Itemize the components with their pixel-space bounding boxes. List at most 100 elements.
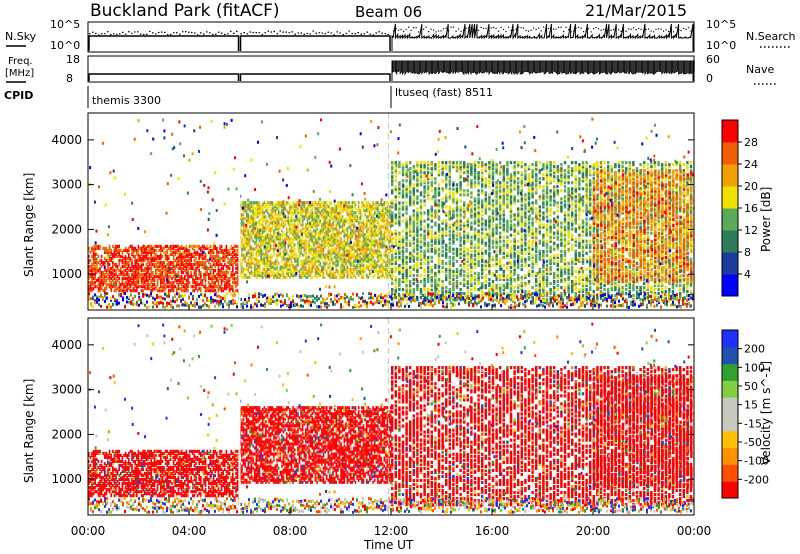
power-cell xyxy=(96,279,98,283)
power-cell xyxy=(481,247,484,251)
power-cell xyxy=(137,277,140,281)
power-cell xyxy=(250,261,253,265)
power-cell xyxy=(180,270,183,275)
power-cell xyxy=(445,253,448,257)
power-cell xyxy=(481,203,484,207)
power-cell xyxy=(353,223,355,227)
power-cell xyxy=(375,251,378,255)
power-cell xyxy=(116,244,119,248)
power-cell xyxy=(488,173,491,177)
power-cell xyxy=(184,287,186,291)
power-cell xyxy=(356,255,358,259)
power-cell xyxy=(343,201,346,205)
power-cell xyxy=(419,239,423,243)
power-cell xyxy=(317,267,320,271)
power-cell xyxy=(463,221,466,225)
power-cell xyxy=(380,217,382,221)
power-cell xyxy=(142,246,144,250)
power-cell xyxy=(216,260,218,265)
power-cell xyxy=(203,246,205,250)
power-cell xyxy=(356,257,358,261)
power-cell xyxy=(484,275,487,280)
power-cell xyxy=(241,207,243,211)
power-cell xyxy=(365,251,368,255)
power-cell xyxy=(184,274,186,279)
power-cell xyxy=(398,215,401,219)
power-cell xyxy=(273,223,275,227)
power-cell xyxy=(394,179,397,183)
power-cell xyxy=(115,248,117,252)
power-cell xyxy=(367,243,370,247)
power-cell xyxy=(316,259,318,263)
power-cell xyxy=(161,262,164,267)
power-cell xyxy=(252,253,254,257)
power-cell xyxy=(378,203,381,207)
power-cell xyxy=(330,253,333,257)
power-cell xyxy=(394,185,397,189)
power-cell xyxy=(222,252,224,257)
power-cell xyxy=(163,287,165,291)
power-cell xyxy=(327,263,330,267)
power-cell xyxy=(279,273,282,277)
power-cell xyxy=(171,260,173,265)
power-cell xyxy=(353,251,355,255)
power-cell xyxy=(108,262,111,267)
power-cell xyxy=(338,231,341,235)
power-cell xyxy=(394,229,397,233)
power-cell xyxy=(306,221,309,225)
power-cell xyxy=(144,256,146,261)
power-cell xyxy=(333,211,336,215)
power-cell xyxy=(169,246,172,250)
power-cell xyxy=(463,277,466,282)
power-cell xyxy=(268,205,270,209)
power-cell xyxy=(380,235,382,239)
power-cell xyxy=(437,229,441,233)
power-cell xyxy=(441,203,444,207)
power-cell xyxy=(261,229,264,233)
power-cell xyxy=(333,219,336,223)
power-cell xyxy=(391,161,394,165)
power-cell xyxy=(470,213,473,217)
power-cell xyxy=(391,175,394,179)
power-cell xyxy=(330,243,333,247)
power-cell xyxy=(398,257,401,261)
power-cell xyxy=(398,181,401,185)
power-cell xyxy=(107,260,109,265)
power-cell xyxy=(481,271,484,276)
power-cell xyxy=(351,201,354,205)
power-cell xyxy=(227,250,229,255)
power-cell xyxy=(233,272,236,277)
power-cell xyxy=(398,247,401,251)
power-cell xyxy=(168,285,170,289)
power-cell xyxy=(303,249,306,253)
power-cell xyxy=(405,185,408,189)
power-cell xyxy=(311,241,314,245)
power-cell xyxy=(455,209,459,213)
power-cell xyxy=(341,219,344,223)
power-cell xyxy=(185,289,188,293)
power-cell xyxy=(445,193,448,197)
power-cell xyxy=(409,181,412,185)
power-cell xyxy=(233,281,236,285)
power-cell xyxy=(491,161,495,165)
power-cell xyxy=(187,281,189,285)
power-cell xyxy=(190,256,192,261)
power-cell xyxy=(419,263,423,267)
power-cell xyxy=(386,269,389,273)
power-cell xyxy=(434,187,437,191)
power-cell xyxy=(473,211,477,215)
power-cell xyxy=(441,269,444,274)
power-cell xyxy=(257,269,259,273)
power-cell xyxy=(290,241,293,245)
power-cell xyxy=(311,235,314,239)
power-cell xyxy=(179,254,181,259)
power-cell xyxy=(481,219,484,223)
power-cell xyxy=(361,225,363,229)
power-cell xyxy=(266,267,269,271)
power-cell xyxy=(405,257,408,261)
power-cell xyxy=(217,287,220,291)
power-cell xyxy=(333,233,336,237)
power-cell xyxy=(192,246,194,250)
power-cell xyxy=(434,279,437,284)
power-cell xyxy=(277,253,280,257)
